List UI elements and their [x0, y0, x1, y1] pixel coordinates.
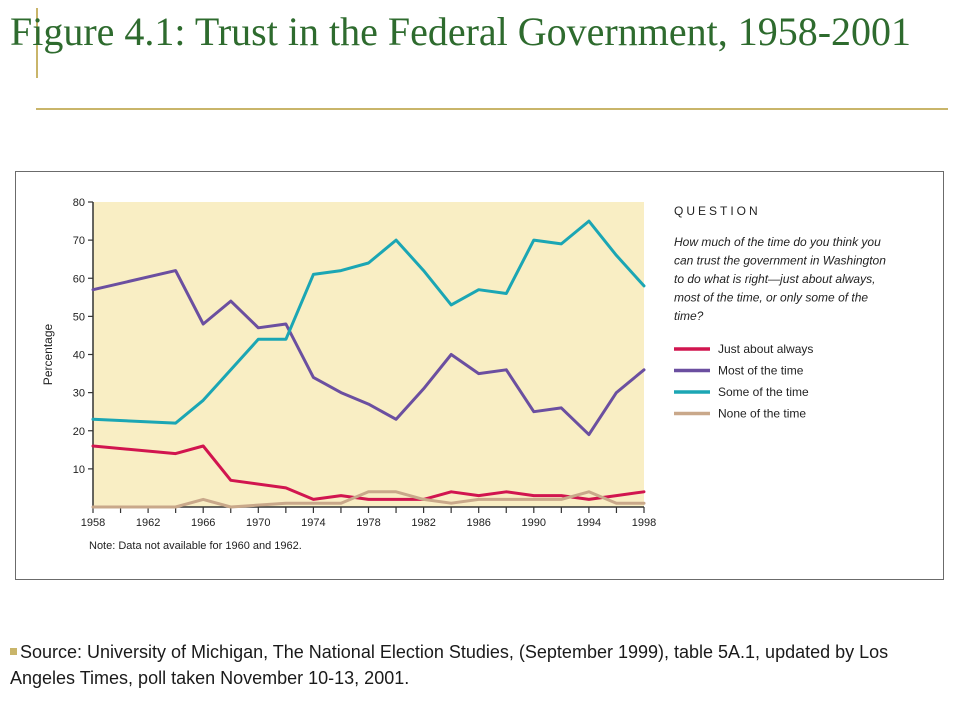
question-text-line: time? [674, 309, 704, 323]
legend-label: None of the time [718, 407, 806, 421]
question-text-line: can trust the government in Washington [674, 254, 886, 268]
title-accent-vertical-line [36, 8, 38, 78]
x-tick-label: 1962 [136, 517, 160, 529]
x-tick-label: 1974 [301, 517, 325, 529]
x-tick-label: 1982 [411, 517, 435, 529]
slide-title: Figure 4.1: Trust in the Federal Governm… [10, 9, 912, 54]
plot-background [93, 202, 644, 507]
y-tick-label: 80 [73, 197, 85, 209]
series-line-just-about-always [91, 444, 646, 501]
x-tick-label: 1986 [466, 517, 490, 529]
x-tick-label: 1998 [632, 517, 656, 529]
series-line-none-of-the-time [91, 490, 646, 509]
figure-frame: 10 20 30 40 50 60 70 80 Percentage 1958 1962 1966 19… [15, 171, 944, 580]
trust-chart: 10 20 30 40 50 60 70 80 Percentage 1958 1962 1966 19… [41, 197, 886, 552]
question-text-line: most of the time, or only some of the [674, 291, 868, 305]
series-line-some-of-the-time [91, 219, 646, 425]
bullet-icon [10, 648, 17, 655]
y-tick-label: 50 [73, 311, 85, 323]
y-tick-label: 70 [73, 235, 85, 247]
y-tick-label: 40 [73, 350, 85, 362]
source-text: Source: University of Michigan, The Nati… [10, 642, 889, 688]
x-tick-label: 1990 [522, 517, 546, 529]
series-line-most-of-the-time [91, 269, 646, 437]
y-tick-label: 10 [73, 464, 85, 476]
legend-label: Just about always [718, 342, 813, 356]
chart-note: Note: Data not available for 1960 and 19… [89, 540, 302, 552]
source-citation: Source: University of Michigan, The Nati… [10, 639, 915, 691]
question-heading: QUESTION [674, 204, 761, 218]
y-tick-label: 20 [73, 426, 85, 438]
title-accent-horizontal-line [36, 108, 948, 110]
x-tick-label: 1994 [577, 517, 601, 529]
x-tick-label: 1966 [191, 517, 215, 529]
legend-label: Some of the time [718, 385, 809, 399]
y-axis-label: Percentage [41, 323, 55, 385]
x-tick-label: 1958 [81, 517, 105, 529]
y-tick-label: 30 [73, 388, 85, 400]
legend-label: Most of the time [718, 364, 804, 378]
question-text-line: How much of the time do you think you [674, 235, 881, 249]
question-text-line: to do what is right—just about always, [674, 272, 875, 286]
y-tick-label: 60 [73, 273, 85, 285]
x-tick-label: 1970 [246, 517, 270, 529]
x-tick-label: 1978 [356, 517, 380, 529]
